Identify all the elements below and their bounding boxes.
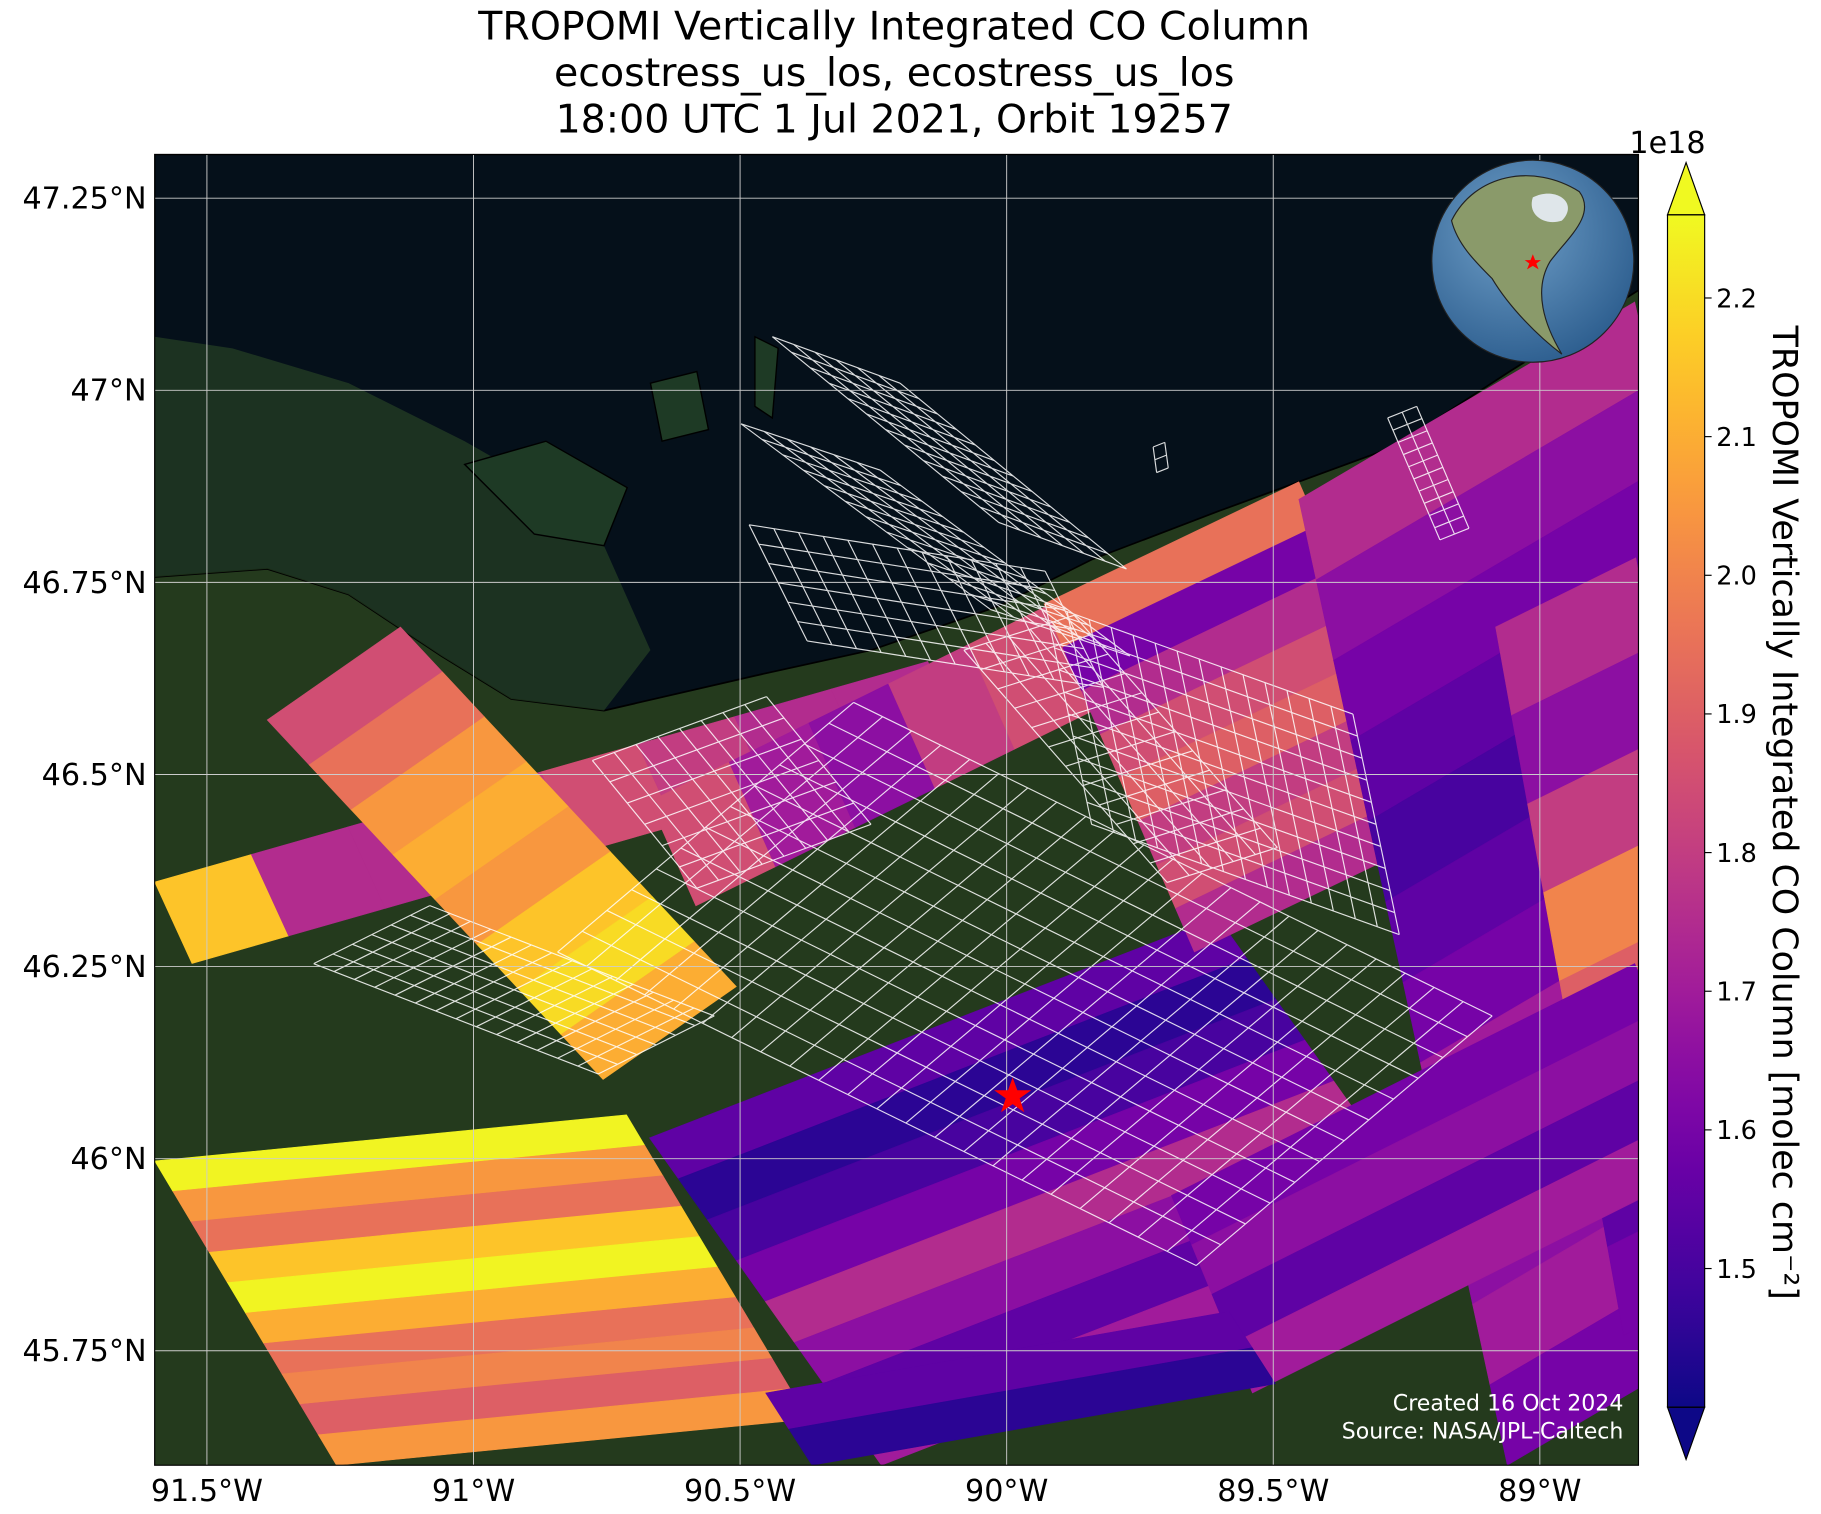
footprint-grid [771,336,1127,570]
x-tick-label: 90°W [965,1474,1048,1509]
swath-pixel [1543,845,1639,982]
swath-pixel [1607,1231,1639,1336]
colorbar: 1e18 TROPOMI Vertically Integrated CO Co… [1629,126,1804,1462]
footprint-grid [1387,405,1470,541]
y-tick-label: 46°N [70,1142,146,1177]
swath-pixel [1191,1020,1639,1295]
swaths [154,301,1639,1466]
footprint-grid [1152,441,1169,474]
swath-pixel [560,941,737,1080]
y-tick-label: 47.25°N [22,182,146,217]
swath-pixel [1171,963,1639,1246]
y-tick-label: 46.5°N [42,758,147,793]
x-tick-label: 91°W [432,1474,515,1509]
colorbar-tick-label: 1.9 [1716,700,1757,730]
colorbar-exponent: 1e18 [1629,126,1705,161]
map [154,154,1639,1466]
swath-pixel [788,1347,1276,1466]
colorbar-tick-label: 1.8 [1716,839,1757,869]
footprint-grid [557,701,1493,1267]
site-marker [994,1077,1032,1113]
x-tick-label: 89.5°W [1217,1474,1329,1509]
colorbar-tick-label: 1.5 [1716,1255,1757,1285]
swath-pixel [1333,480,1639,742]
colorbar-tick-label: 2.0 [1716,562,1757,592]
y-tick-label: 45.75°N [22,1334,146,1369]
axes: 91.5°W 91°W 90.5°W 90°W 89.5°W 89°W 45.75°N 46°… [22,182,1581,1510]
footprint-grid [963,614,1278,883]
swath-pixel [1489,1297,1639,1466]
y-tick-label: 47°N [70,374,146,409]
annotation: Source: NASA/JPL-Caltech [1342,1420,1624,1445]
y-tick-label: 46.75°N [22,566,146,601]
x-tick-label: 90.5°W [684,1474,796,1509]
colorbar-tick-label: 1.6 [1716,1116,1757,1146]
subtitle: ecostress_us_los, ecostress_us_los [554,50,1234,96]
x-tick-label: 91.5°W [151,1474,263,1509]
swath-pixel [1472,1206,1639,1386]
colorbar-extend-max [1666,160,1706,216]
annotation: Created 16 Oct 2024 [1393,1392,1624,1417]
footprint-grid [1044,603,1400,936]
subtitle: 18:00 UTC 1 Jul 2021, Orbit 19257 [556,96,1233,142]
colorbar-frame [1666,214,1706,1408]
grid [154,154,1639,1466]
plot-frame [154,153,1640,1466]
y-tick-label: 46.25°N [22,950,146,985]
footprint-grid [591,696,872,889]
swath-pixel [1298,301,1639,581]
islands [463,335,779,547]
x-tick-label: 89°W [1498,1474,1581,1509]
colorbar-extend-min [1666,1406,1706,1462]
shore-land [154,336,651,711]
colorbar-label: TROPOMI Vertically Integrated CO Column … [1764,325,1804,1300]
title: TROPOMI Vertically Integrated CO Column [477,3,1310,49]
colorbar-tick-label: 1.7 [1716,978,1757,1008]
swath-pixel [1495,557,1639,716]
globe-inset [1431,159,1635,363]
colorbar-tick-label: 2.1 [1716,423,1757,453]
colorbar-tick-label: 2.2 [1716,284,1757,314]
colorbar-body [1667,214,1705,1408]
swath-pixel [1527,749,1639,894]
